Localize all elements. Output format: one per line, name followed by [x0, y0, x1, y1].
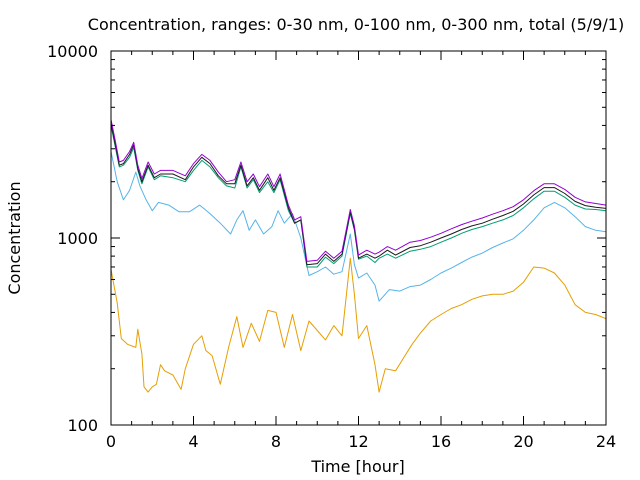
x-tick-label: 24: [596, 432, 616, 451]
y-tick-label: 10000: [47, 42, 98, 61]
series-line-4: [110, 119, 607, 262]
x-axis-label: Time [hour]: [310, 457, 404, 476]
series-line-3: [110, 123, 607, 266]
x-tick-label: 20: [513, 432, 533, 451]
x-tick-label: 16: [431, 432, 451, 451]
series-line-1: [110, 151, 607, 302]
chart-title: Concentration, ranges: 0-30 nm, 0-100 nm…: [88, 15, 624, 34]
y-tick-label: 100: [67, 416, 98, 435]
x-tick-label: 0: [106, 432, 116, 451]
y-axis-label: Concentration: [5, 181, 24, 294]
ticks-layer: 0 4 8 12 16 20 24 100 1000 10000: [47, 42, 616, 451]
x-tick-label: 8: [271, 432, 281, 451]
x-tick-label: 12: [348, 432, 368, 451]
series-line-0: [110, 257, 607, 393]
series-layer: [110, 119, 607, 393]
x-tick-label: 4: [188, 432, 198, 451]
series-line-2: [110, 125, 607, 268]
y-tick-label: 1000: [57, 229, 98, 248]
